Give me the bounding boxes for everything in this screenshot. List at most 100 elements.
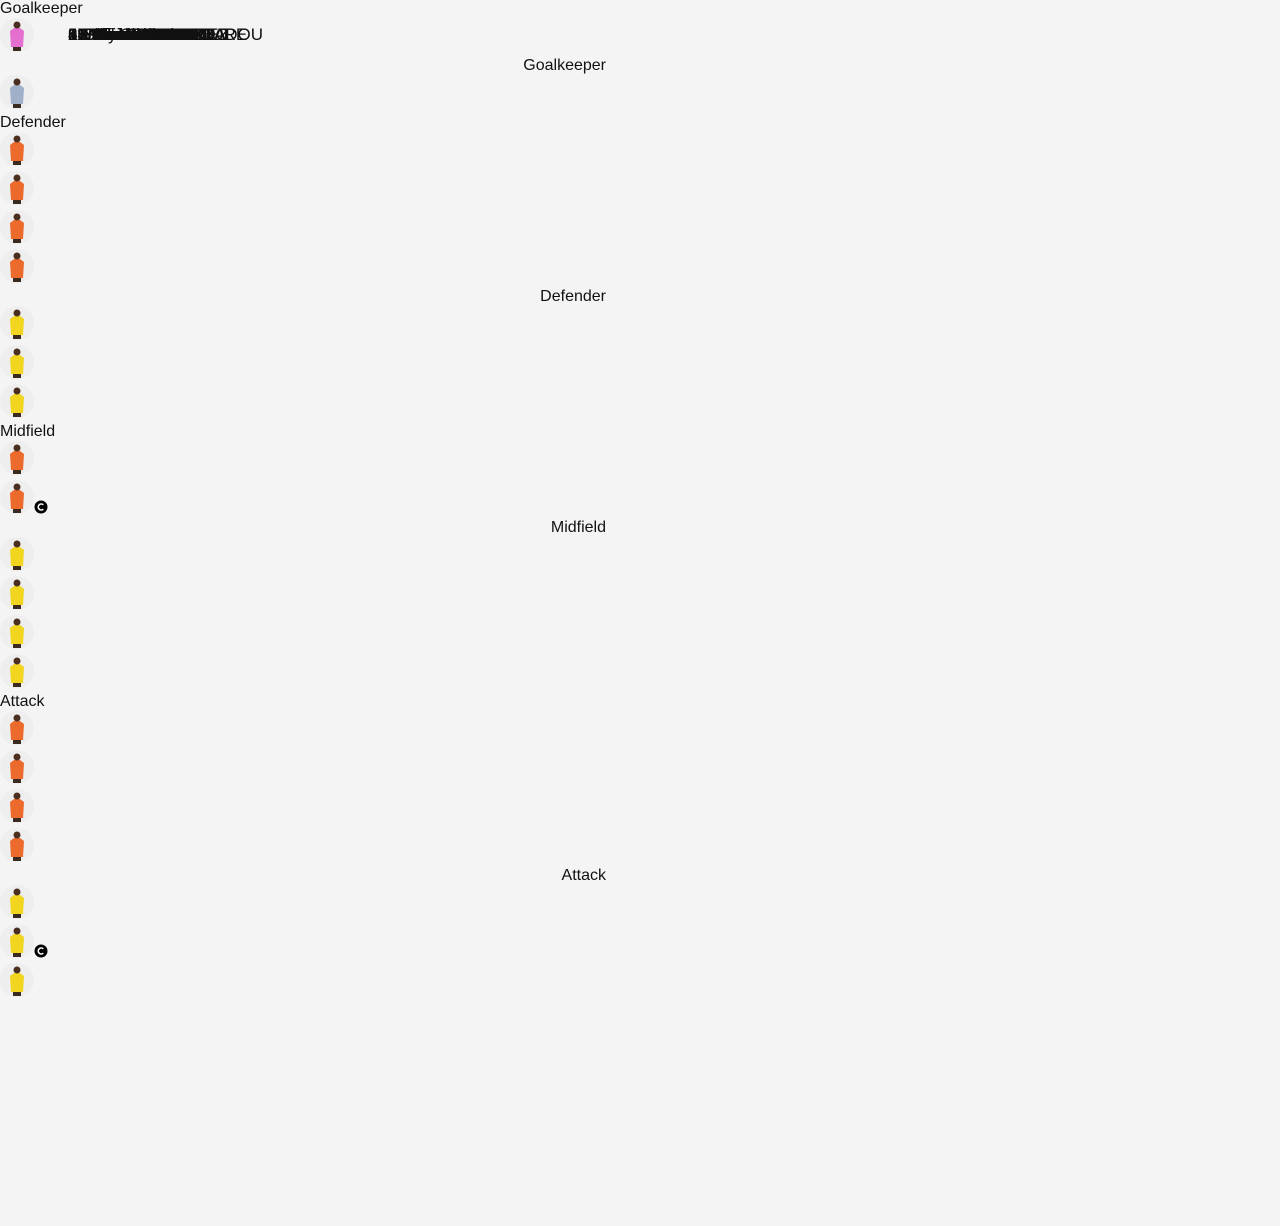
- player-label: 8 Franck KESSIE: [68, 0, 202, 69]
- player-number: 1: [68, 25, 78, 44]
- player-avatar: [0, 711, 34, 745]
- section-heading: Attack: [0, 693, 45, 710]
- jersey: [10, 316, 24, 335]
- head: [13, 309, 21, 317]
- player-row[interactable]: 1 Hernan GALINDEZ: [0, 25, 1280, 114]
- player-number: 23: [68, 25, 87, 44]
- legs: [13, 47, 21, 51]
- player-number: 14: [68, 25, 87, 44]
- legs: [13, 161, 21, 165]
- player-name: Wilfried SINGO: [83, 25, 200, 44]
- player-avatar: [0, 789, 34, 823]
- player-avatar: [0, 210, 34, 244]
- player-row[interactable]: 1 Yahia Fofana: [0, 18, 1280, 57]
- legs: [13, 953, 21, 957]
- player-avatar: [0, 441, 34, 475]
- legs: [13, 509, 21, 513]
- jersey: [10, 838, 24, 857]
- player-row[interactable]: 24 Bazoumana TOURE: [0, 25, 1280, 867]
- player-list-card: 9 John YEBOAH 13 Enner VALENCIA 19 Gonzalo PL…: [0, 25, 1280, 1002]
- player-avatar: [0, 963, 34, 997]
- player-avatar: [0, 750, 34, 784]
- head: [13, 657, 21, 665]
- player-row[interactable]: 17 Guela DOUE: [0, 25, 1280, 249]
- player-label: 6 Willian PACHO: [68, 0, 197, 69]
- jersey: [10, 547, 24, 566]
- player-row[interactable]: 20 Emmanuel AGBADOU: [0, 25, 1280, 288]
- legs: [13, 104, 21, 108]
- player-label: 19 Nicolas PEPE: [68, 0, 199, 69]
- player-list-card: 11 Yan DIOMANDE 12 Elye WAHI 19 Nicolas PEPE 2…: [0, 25, 1280, 867]
- player-label: 24 Bazoumana TOURE: [68, 0, 247, 69]
- player-row[interactable]: 6 Willian PACHO: [0, 25, 1280, 423]
- player-label: 3 Piero HINCAPIE: [68, 0, 208, 69]
- player-number: 1: [68, 25, 78, 44]
- player-row[interactable]: 11 Yan DIOMANDE: [0, 25, 1280, 750]
- player-number: 9: [68, 25, 78, 44]
- jersey: [10, 799, 24, 818]
- jersey: [10, 973, 24, 992]
- player-label: 5 Wilfried SINGO: [68, 0, 200, 69]
- player-name: Ghislain KONAN: [83, 25, 211, 44]
- head: [13, 888, 21, 896]
- player-number: 6: [68, 25, 78, 44]
- player-label: 15 Pedro VITE: [68, 0, 181, 69]
- player-avatar: [0, 249, 34, 283]
- legs: [13, 239, 21, 243]
- player-row[interactable]: 6 Seko Fofana: [0, 25, 1280, 480]
- player-row[interactable]: 19 Nicolas PEPE: [0, 25, 1280, 828]
- head: [13, 966, 21, 974]
- head: [13, 927, 21, 935]
- player-row[interactable]: 3 Ghislain KONAN: [0, 25, 1280, 171]
- head: [13, 135, 21, 143]
- player-row[interactable]: 12 Elye WAHI: [0, 25, 1280, 789]
- player-avatar: [0, 615, 34, 649]
- player-name: Yahia Fofana: [83, 25, 184, 44]
- legs: [13, 740, 21, 744]
- section-heading: Attack: [561, 867, 606, 884]
- badge-mark: [37, 947, 44, 955]
- player-row[interactable]: 8 Franck KESSIE: [0, 25, 1280, 519]
- jersey: [10, 934, 24, 953]
- head: [13, 792, 21, 800]
- legs: [13, 200, 21, 204]
- player-list-card: 3 Piero HINCAPIE 4 Joel ORDONEZ 6 Willian PAC…: [0, 25, 1280, 423]
- player-number: 5: [68, 25, 78, 44]
- jersey: [10, 895, 24, 914]
- player-avatar: [0, 480, 34, 514]
- player-row[interactable]: 15 Pedro VITE: [0, 25, 1280, 615]
- player-row[interactable]: 3 Piero HINCAPIE: [0, 25, 1280, 345]
- player-avatar: [0, 576, 34, 610]
- player-row[interactable]: 19 Gonzalo PLATA: [0, 25, 1280, 1002]
- head: [13, 444, 21, 452]
- captain-badge: [34, 944, 48, 958]
- player-number: 13: [68, 25, 87, 44]
- legs: [13, 644, 21, 648]
- head: [13, 579, 21, 587]
- player-name: Joel ORDONEZ: [83, 25, 205, 44]
- legs: [13, 605, 21, 609]
- player-avatar: [0, 384, 34, 418]
- player-label: 4 Joel ORDONEZ: [68, 0, 204, 69]
- jersey: [10, 451, 24, 470]
- section-heading: Goalkeeper: [523, 57, 606, 74]
- player-row[interactable]: 21 Alan FRANCO: [0, 25, 1280, 654]
- player-row[interactable]: 5 Wilfried SINGO: [0, 25, 1280, 210]
- player-list-card: 1 Yahia Fofana: [0, 18, 1280, 57]
- player-avatar: [0, 924, 34, 958]
- player-avatar: [0, 654, 34, 688]
- head: [13, 831, 21, 839]
- player-row[interactable]: 23 Moises CAICEDO: [0, 25, 1280, 693]
- player-avatar: [0, 171, 34, 205]
- head: [13, 387, 21, 395]
- player-row[interactable]: 9 John YEBOAH: [0, 25, 1280, 924]
- player-list-card: 6 Seko Fofana 8 Franck KESSIE: [0, 25, 1280, 519]
- player-row[interactable]: 4 Joel ORDONEZ: [0, 25, 1280, 384]
- player-name: Hernan GALINDEZ: [83, 25, 229, 44]
- player-row[interactable]: 13 Enner VALENCIA: [0, 25, 1280, 963]
- jersey: [10, 181, 24, 200]
- player-number: 20: [68, 25, 87, 44]
- jersey: [10, 760, 24, 779]
- head: [13, 21, 21, 29]
- player-row[interactable]: 14 Alan MINDA: [0, 25, 1280, 576]
